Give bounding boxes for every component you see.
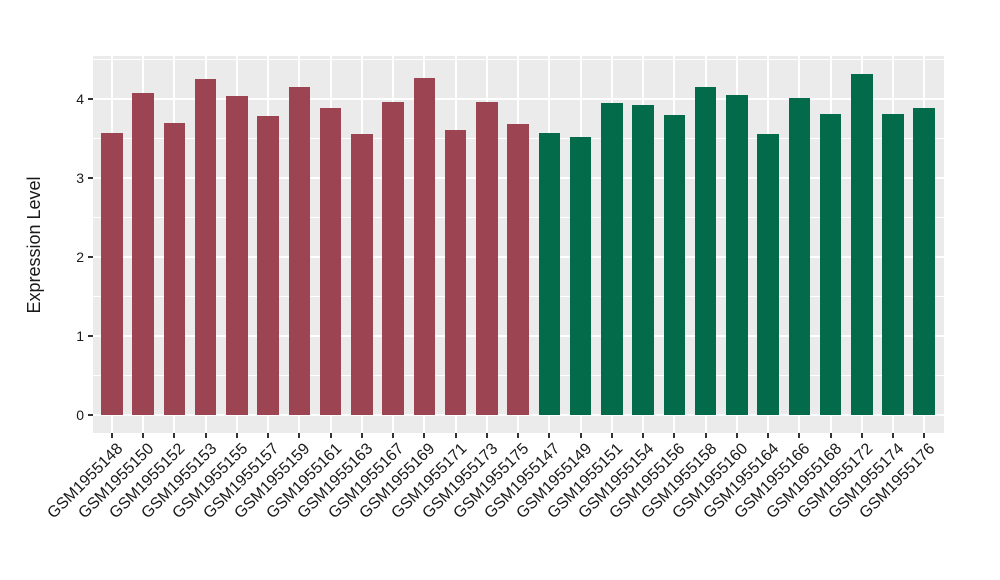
x-tick-mark	[111, 433, 113, 438]
bar	[632, 105, 654, 415]
y-tick-label: 2	[76, 249, 84, 265]
plot-panel	[93, 56, 944, 433]
x-tick-mark	[423, 433, 426, 438]
bar	[476, 102, 498, 415]
x-tick-mark	[579, 433, 582, 438]
x-tick-mark	[642, 433, 645, 438]
bar	[507, 124, 529, 415]
x-tick-mark	[517, 433, 520, 438]
bar	[382, 102, 404, 415]
y-tick-mark	[88, 98, 93, 100]
x-tick-mark	[735, 433, 738, 438]
x-tick-mark	[610, 433, 613, 438]
x-tick-mark	[173, 433, 176, 438]
bar	[694, 87, 717, 415]
bar	[788, 98, 811, 415]
bar	[851, 73, 873, 415]
x-tick-mark	[142, 433, 145, 438]
x-tick-mark	[298, 433, 301, 438]
bar	[226, 95, 248, 415]
bar	[444, 129, 467, 415]
x-tick-mark	[454, 433, 457, 438]
bar	[413, 77, 436, 415]
bar	[194, 79, 217, 415]
x-tick-mark	[329, 433, 332, 438]
x-tick-mark	[267, 433, 270, 438]
bar	[601, 102, 623, 415]
x-tick-mark	[392, 433, 395, 438]
x-tick-mark	[485, 433, 488, 438]
bar	[288, 87, 311, 415]
x-tick-mark	[860, 433, 863, 438]
bar	[726, 95, 748, 415]
x-tick-mark	[704, 433, 707, 438]
bar	[882, 114, 904, 415]
y-tick-label: 3	[76, 170, 84, 186]
y-axis-title: Expression Level	[24, 176, 44, 314]
x-tick-mark	[673, 433, 676, 438]
x-tick-mark	[548, 433, 551, 438]
bar	[257, 116, 279, 415]
x-tick-mark	[767, 433, 770, 438]
x-tick-mark	[923, 433, 926, 438]
x-tick-mark	[892, 433, 894, 438]
bar	[663, 114, 686, 415]
bar	[163, 122, 186, 415]
y-tick-label: 4	[76, 91, 84, 107]
bar	[913, 108, 935, 415]
y-tick-mark	[88, 414, 93, 416]
bar	[538, 132, 561, 415]
y-tick-label: 1	[76, 328, 84, 344]
bar	[757, 133, 779, 415]
x-tick-mark	[829, 433, 832, 438]
bar	[351, 133, 373, 415]
y-tick-mark	[88, 335, 93, 337]
x-tick-mark	[798, 433, 801, 438]
y-tick-mark	[88, 256, 93, 258]
bar	[819, 114, 842, 415]
bar	[319, 107, 342, 415]
bar	[569, 136, 592, 415]
y-tick-label: 0	[76, 407, 84, 423]
bar	[132, 92, 154, 415]
x-tick-mark	[204, 433, 207, 438]
x-tick-mark	[360, 433, 363, 438]
y-tick-mark	[88, 177, 93, 179]
bar	[101, 132, 123, 415]
x-tick-mark	[235, 433, 238, 438]
